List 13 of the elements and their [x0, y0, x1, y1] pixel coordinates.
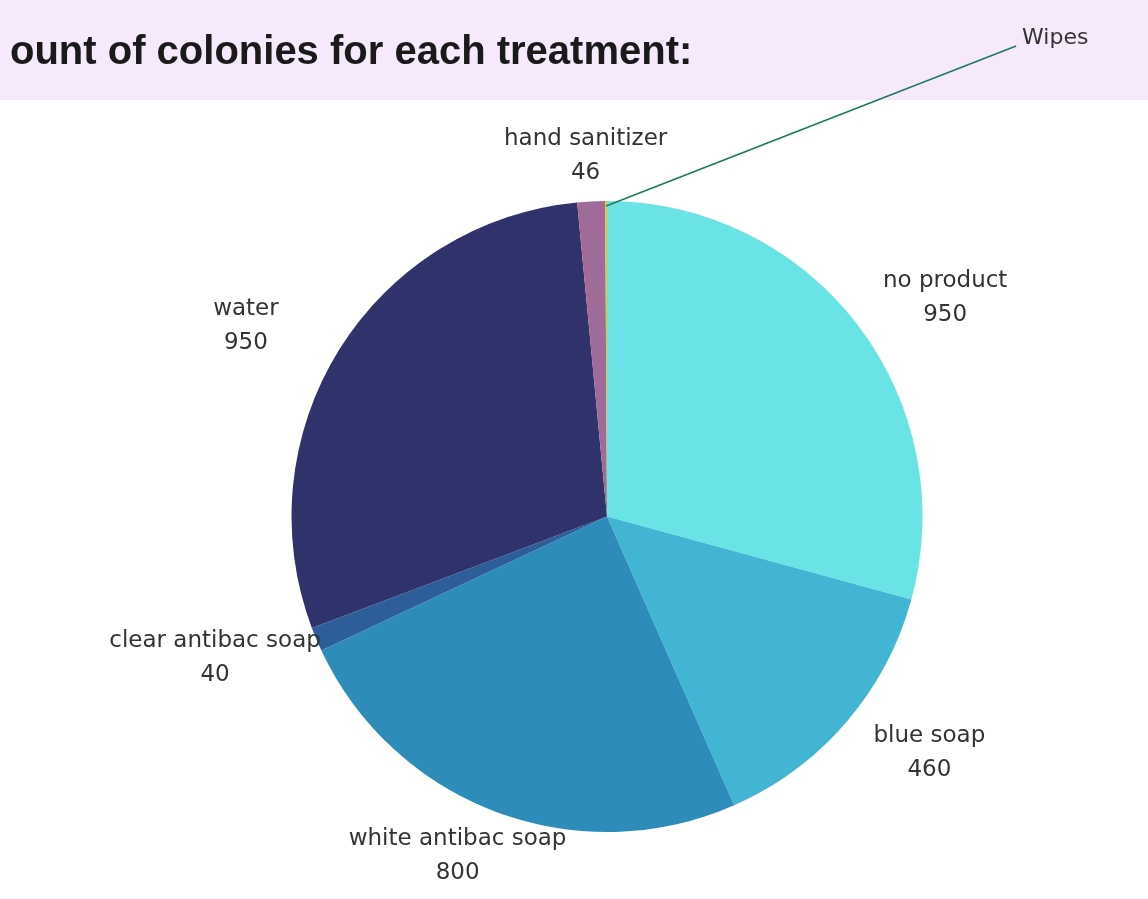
- data-label: 40: [200, 660, 230, 687]
- slice-label: water: [213, 294, 280, 321]
- slice-label: blue soap: [873, 721, 986, 748]
- data-label: 950: [923, 300, 968, 327]
- data-label: 46: [570, 158, 601, 185]
- data-label: 800: [435, 857, 480, 884]
- slice-label: no product: [882, 266, 1008, 293]
- slice-label: hand sanitizer: [503, 124, 668, 151]
- slice-label: white antibac soap: [348, 823, 567, 850]
- data-label: 950: [223, 328, 268, 355]
- chart-title: ount of colonies for each treatment:: [10, 28, 693, 73]
- data-label: 460: [907, 755, 952, 782]
- slice-label: Wipes: [1022, 23, 1089, 49]
